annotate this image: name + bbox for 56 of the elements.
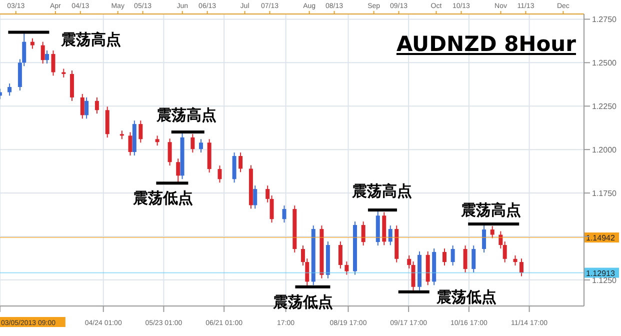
candlestick [218, 165, 222, 184]
y-tick-label: 1.1750 [592, 188, 618, 198]
annotation: 震荡高点 [350, 182, 412, 200]
candlestick [8, 83, 12, 96]
annotation: 震荡高点 [155, 106, 216, 124]
ref-line-label: 1.12913 [586, 268, 616, 278]
candlestick [407, 254, 412, 269]
candlestick [519, 258, 524, 277]
candlestick [45, 50, 50, 64]
candlestick [190, 133, 195, 154]
y-tick-label: 1.2000 [592, 145, 618, 154]
candlestick [463, 245, 468, 273]
ref-line-label: 1.14942 [586, 233, 616, 242]
annotation: 震荡高点 [460, 200, 522, 219]
candlestick [238, 152, 243, 173]
y-tick-label: 1.2750 [592, 15, 618, 24]
candlestick [253, 185, 258, 210]
candlestick [168, 138, 172, 166]
candlestick [442, 248, 446, 266]
candlestick [232, 152, 236, 184]
candlestick [388, 225, 392, 246]
candlestick [138, 120, 143, 144]
candlestick [40, 41, 45, 64]
candlestick [338, 241, 342, 269]
candlestick [498, 230, 503, 249]
y-tick-label: 1.2250 [592, 102, 618, 111]
candlestick [472, 245, 476, 273]
annotation: 震荡低点 [272, 292, 334, 311]
annotation: 震荡低点 [435, 288, 496, 306]
candlestick [84, 96, 89, 120]
text: AUDNZD 8Hour [396, 32, 576, 56]
candlestick [482, 223, 486, 253]
y-tick-label: 1.2500 [592, 58, 618, 68]
candlestick [128, 132, 132, 156]
annotation: 震荡高点 [60, 30, 122, 48]
candlestick [502, 241, 507, 263]
y-tick-label: 1.1250 [592, 276, 618, 285]
candlestick [270, 194, 274, 224]
candlestick [282, 205, 286, 224]
candlestick [94, 96, 99, 114]
candlestick [155, 135, 160, 146]
candlestick [176, 158, 180, 184]
candlestick [513, 254, 518, 266]
candlestick [199, 138, 203, 154]
candlestick [361, 221, 366, 246]
candlestick [411, 261, 416, 292]
annotation: 震荡低点 [132, 189, 194, 208]
candlestick [490, 226, 494, 239]
candlestick [30, 38, 34, 50]
candlestick [450, 245, 455, 266]
candlestick [70, 70, 74, 102]
candlestick [344, 261, 349, 276]
candlestick [266, 185, 270, 203]
candlestick [80, 93, 84, 120]
candlestick [105, 106, 110, 138]
candlestick [51, 50, 56, 76]
